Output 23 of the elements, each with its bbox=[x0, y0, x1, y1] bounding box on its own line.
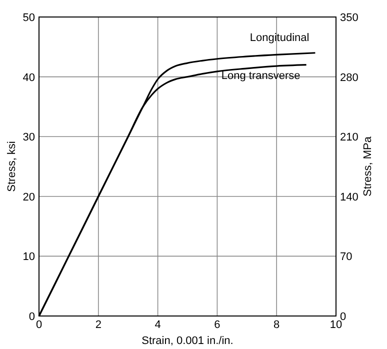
x-tick-label: 2 bbox=[95, 319, 102, 331]
y2-tick-label: 280 bbox=[340, 72, 358, 84]
series-label: Longitudinal bbox=[250, 32, 310, 44]
series-label: Long transverse bbox=[221, 70, 300, 82]
y2-tick-label: 70 bbox=[340, 251, 352, 264]
y-tick-label: 0 bbox=[28, 311, 35, 323]
y-tick-label: 10 bbox=[22, 251, 35, 264]
y2-tick-label: 350 bbox=[340, 12, 358, 24]
x-tick-label: 4 bbox=[154, 319, 161, 331]
y-tick-label: 20 bbox=[22, 191, 35, 204]
y-tick-label: 30 bbox=[22, 132, 35, 144]
x-tick-label: 10 bbox=[330, 319, 342, 331]
x-axis-title: Strain, 0.001 in./in. bbox=[142, 335, 234, 347]
y2-tick-label: 140 bbox=[340, 191, 358, 204]
y2-tick-label: 0 bbox=[340, 311, 346, 323]
y-axis-title: Stress, ksi bbox=[6, 141, 18, 192]
x-tick-label: 6 bbox=[214, 319, 220, 331]
y-tick-label: 40 bbox=[22, 72, 35, 84]
x-tick-label: 8 bbox=[274, 319, 280, 331]
y2-axis-title: Stress, MPa bbox=[362, 136, 374, 196]
y-tick-label: 50 bbox=[22, 12, 35, 24]
x-tick-label: 0 bbox=[36, 319, 42, 331]
y2-tick-label: 210 bbox=[340, 132, 358, 144]
